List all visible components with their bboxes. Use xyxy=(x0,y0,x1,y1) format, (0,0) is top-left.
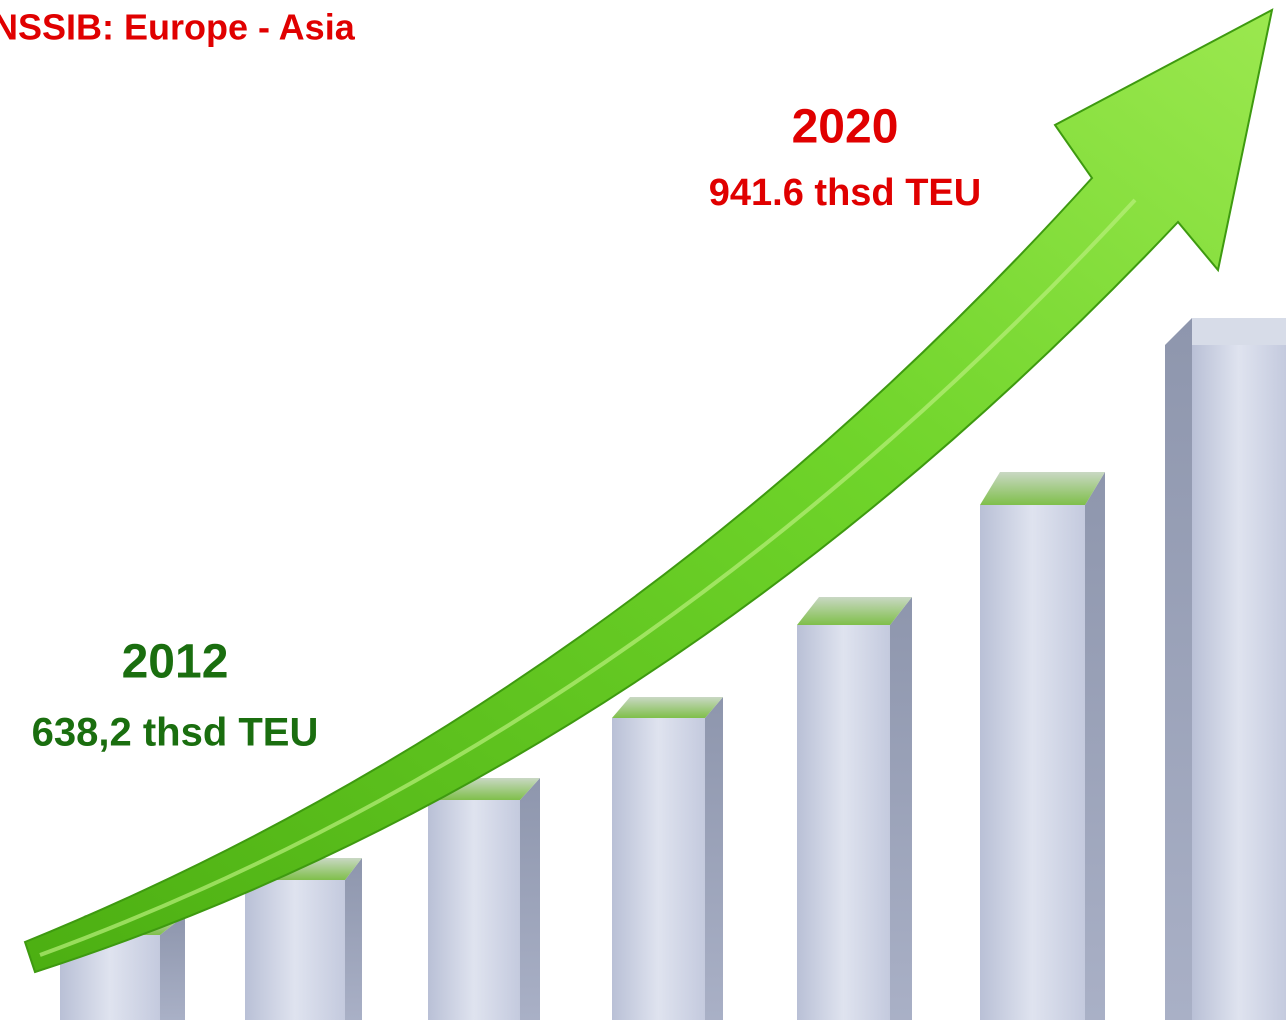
bars xyxy=(60,318,1286,1020)
end-value: 941.6 thsd TEU xyxy=(709,172,981,214)
bar-illustration xyxy=(797,597,912,1020)
arrow-highlight xyxy=(39,198,1137,957)
end-year: 2020 xyxy=(792,101,899,154)
bar-illustration xyxy=(612,697,723,1020)
title: NSSIB: Europe - Asia xyxy=(0,7,356,48)
start-value: 638,2 thsd TEU xyxy=(32,711,319,755)
bar-illustration xyxy=(980,472,1105,1020)
bar-illustration xyxy=(1165,318,1286,1020)
start-year: 2012 xyxy=(122,636,229,689)
growth-arrow xyxy=(23,8,1274,974)
bar-illustration xyxy=(428,778,540,1020)
